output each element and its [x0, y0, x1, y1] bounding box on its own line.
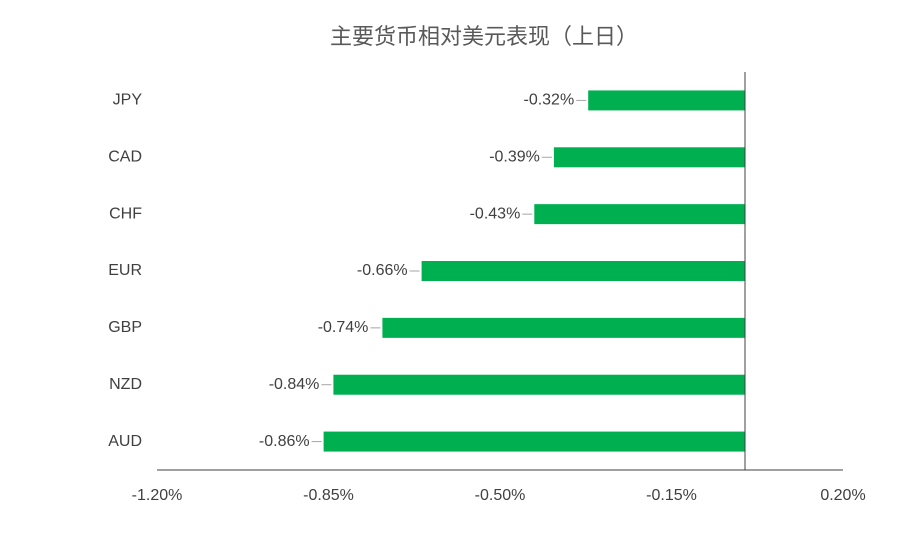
- bar: [421, 261, 745, 281]
- x-tick-label: -0.50%: [475, 487, 526, 504]
- x-tick-label: -0.15%: [646, 487, 697, 504]
- y-tick-label: AUD: [108, 433, 142, 450]
- bar: [382, 317, 745, 338]
- bar: [333, 374, 745, 395]
- value-label: -0.86%: [259, 433, 310, 450]
- bar: [588, 90, 745, 111]
- x-tick-label: 0.20%: [820, 487, 865, 504]
- value-label: -0.39%: [489, 149, 540, 166]
- value-label: -0.74%: [318, 319, 369, 336]
- value-label: -0.84%: [269, 376, 320, 393]
- bar: [534, 204, 745, 225]
- y-tick-label: NZD: [109, 376, 142, 393]
- chart-title: 主要货币相对美元表现（上日）: [330, 24, 638, 49]
- value-label: -0.43%: [470, 205, 521, 222]
- y-tick-label: JPY: [113, 92, 143, 109]
- x-tick-label: -0.85%: [303, 487, 354, 504]
- x-tick-label: -1.20%: [132, 487, 183, 504]
- y-tick-label: CHF: [109, 205, 142, 222]
- y-tick-label: GBP: [108, 319, 142, 336]
- value-label: -0.32%: [523, 92, 574, 109]
- bar: [323, 431, 745, 452]
- y-tick-label: CAD: [108, 149, 142, 166]
- bar: [553, 147, 745, 168]
- value-label: -0.66%: [357, 262, 408, 279]
- y-tick-label: EUR: [108, 262, 142, 279]
